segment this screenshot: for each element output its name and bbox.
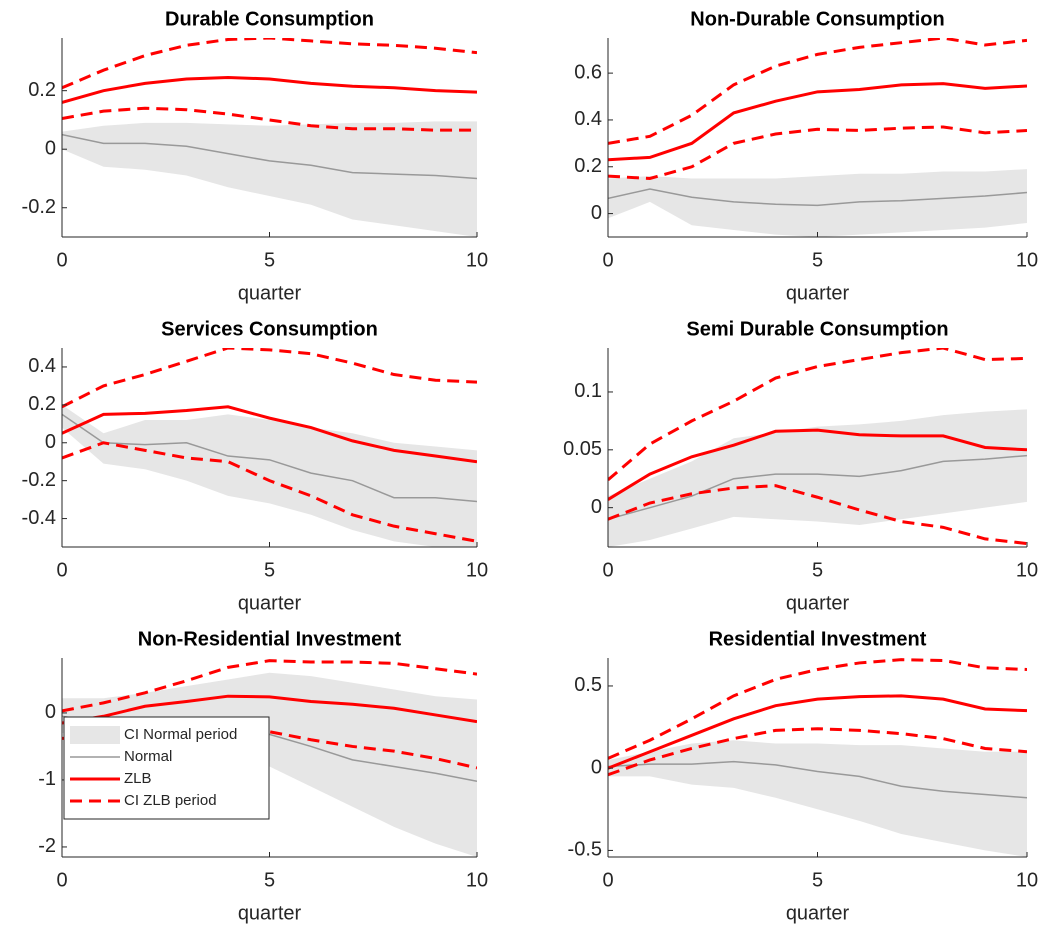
normal-line xyxy=(62,413,477,503)
zlb-line xyxy=(62,76,477,104)
ci-band xyxy=(608,409,1027,547)
ci-lower-line xyxy=(608,484,1027,546)
zlb-line xyxy=(62,694,477,725)
ci-lower-line xyxy=(608,125,1027,180)
ci-lower-line xyxy=(62,441,477,543)
x-tick-label: 10 xyxy=(1016,249,1038,271)
x-tick-label: 5 xyxy=(812,559,823,581)
y-tick-label: 0.05 xyxy=(563,438,602,460)
x-tick-label: 0 xyxy=(56,249,67,271)
y-tick-label: 0 xyxy=(45,431,56,453)
legend-label: ZLB xyxy=(124,770,152,787)
y-tick-label: 0 xyxy=(45,701,56,723)
ci-band xyxy=(608,169,1027,237)
normal-line xyxy=(608,188,1027,207)
x-axis-label: quarter xyxy=(238,902,302,924)
ci-upper-line xyxy=(608,38,1027,145)
legend-label: Normal xyxy=(124,748,172,765)
x-tick-label: 10 xyxy=(1016,559,1038,581)
subplot: 0 0.05 0.1 0 5 10 quarter Semi Durable Consumpt… xyxy=(563,318,1038,614)
plot-area xyxy=(62,38,477,237)
x-tick-label: 0 xyxy=(56,869,67,891)
legend-label: CI ZLB period xyxy=(124,792,217,809)
x-axis-label: quarter xyxy=(786,592,850,614)
plot-area xyxy=(608,38,1027,237)
y-tick-label: 0.2 xyxy=(28,79,56,101)
x-tick-label: 0 xyxy=(602,869,613,891)
y-tick-label: -0.5 xyxy=(568,839,602,861)
subplot-title: Semi Durable Consumption xyxy=(686,318,948,340)
x-tick-label: 10 xyxy=(466,869,488,891)
y-tick-label: -0.2 xyxy=(22,196,56,218)
zlb-line xyxy=(608,82,1027,162)
plot-area xyxy=(608,658,1027,857)
subplot-title: Durable Consumption xyxy=(165,8,374,30)
subplot: -0.4 -0.2 0 0.2 0.4 0 5 10 quarter Services Consu… xyxy=(22,318,489,614)
x-tick-label: 5 xyxy=(264,249,275,271)
x-tick-label: 5 xyxy=(264,869,275,891)
x-axis-label: quarter xyxy=(238,282,302,304)
plot-area xyxy=(608,348,1027,547)
y-tick-label: 0.2 xyxy=(574,155,602,177)
y-tick-label: -2 xyxy=(38,835,56,857)
y-tick-label: 0 xyxy=(591,756,602,778)
y-tick-label: -0.4 xyxy=(22,507,56,529)
x-axis-label: quarter xyxy=(238,592,302,614)
subplot-title: Non-Durable Consumption xyxy=(690,8,944,30)
y-tick-label: 0.4 xyxy=(574,108,602,130)
ci-upper-line xyxy=(62,659,477,713)
subplot-title: Services Consumption xyxy=(161,318,378,340)
ci-band xyxy=(62,404,477,547)
legend-swatch xyxy=(70,726,120,744)
ci-band xyxy=(62,121,477,237)
legend-label: CI Normal period xyxy=(124,726,237,743)
x-tick-label: 10 xyxy=(466,249,488,271)
x-tick-label: 0 xyxy=(602,249,613,271)
y-tick-label: 0 xyxy=(45,137,56,159)
zlb-line xyxy=(62,405,477,464)
x-axis-label: quarter xyxy=(786,282,850,304)
y-tick-label: 0 xyxy=(591,496,602,518)
ci-upper-line xyxy=(62,38,477,90)
x-tick-label: 10 xyxy=(1016,869,1038,891)
y-tick-label: -0.2 xyxy=(22,469,56,491)
subplot: -0.2 0 0.2 0 5 10 quarter Durable Consumption xyxy=(22,8,489,304)
subplot-title: Residential Investment xyxy=(709,628,927,650)
zlb-line xyxy=(608,428,1027,501)
ci-band xyxy=(608,740,1027,857)
x-tick-label: 0 xyxy=(602,559,613,581)
y-tick-label: 0.6 xyxy=(574,61,602,83)
y-tick-label: 0.2 xyxy=(28,393,56,415)
x-tick-label: 5 xyxy=(812,869,823,891)
legend: CI Normal period Normal ZLB CI ZLB period xyxy=(63,716,270,820)
normal-line xyxy=(608,454,1027,520)
ci-upper-line xyxy=(608,658,1027,760)
normal-line xyxy=(608,760,1027,799)
x-tick-label: 0 xyxy=(56,559,67,581)
y-tick-label: -1 xyxy=(38,768,56,790)
x-tick-label: 5 xyxy=(812,249,823,271)
ci-lower-line xyxy=(62,106,477,132)
x-axis-label: quarter xyxy=(786,902,850,924)
subplot-title: Non-Residential Investment xyxy=(138,628,402,650)
ci-upper-line xyxy=(608,348,1027,482)
normal-line xyxy=(62,133,477,180)
plot-area xyxy=(62,348,477,547)
x-tick-label: 10 xyxy=(466,559,488,581)
y-tick-label: 0.5 xyxy=(574,674,602,696)
ci-upper-line xyxy=(62,348,477,409)
zlb-line xyxy=(608,694,1027,770)
subplot: -2 -1 0 0 5 10 quarter Non-Residential Investme… xyxy=(38,628,488,924)
y-tick-label: 0.4 xyxy=(28,355,56,377)
subplot: 0 0.2 0.4 0.6 0 5 10 quarter Non-Durable Consump… xyxy=(574,8,1038,304)
y-tick-label: 0 xyxy=(591,202,602,224)
ci-lower-line xyxy=(608,727,1027,777)
ci-lower-line xyxy=(62,726,477,770)
x-tick-label: 5 xyxy=(264,559,275,581)
y-tick-label: 0.1 xyxy=(574,380,602,402)
